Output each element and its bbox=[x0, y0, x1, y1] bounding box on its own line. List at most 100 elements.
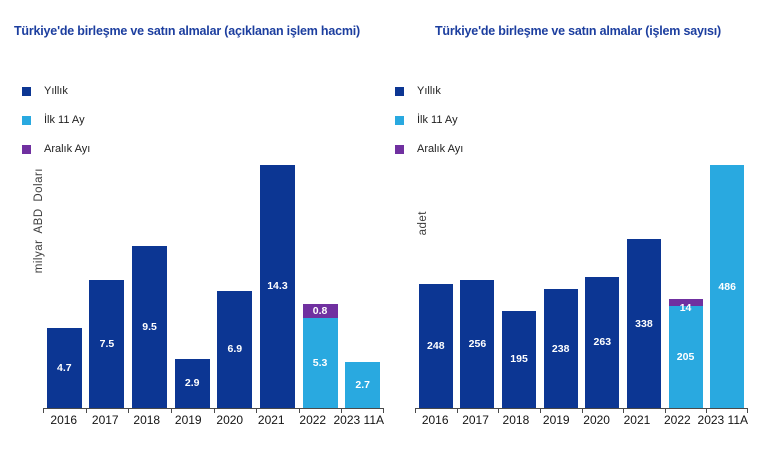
bar-segment: 338 bbox=[626, 239, 661, 408]
bar-value-label: 5.3 bbox=[312, 356, 328, 369]
axis-tick bbox=[706, 409, 708, 413]
bar: 5.3 0.8 bbox=[302, 304, 338, 408]
legend-item: Aralık Ayı bbox=[22, 142, 90, 156]
x-axis-labels: 2016 2017 2018 2019 2020 2021 2022 2023 11A bbox=[43, 413, 384, 427]
bar-value-label: 0.8 bbox=[312, 305, 328, 318]
bar: 238 bbox=[543, 289, 578, 408]
bar-value-label: 338 bbox=[635, 317, 653, 330]
bar-cell: 5.3 0.8 bbox=[299, 158, 342, 408]
bar-value-label: 256 bbox=[468, 338, 487, 350]
x-axis-label: 2023 11A bbox=[333, 413, 385, 427]
bar-value-label: 248 bbox=[427, 340, 445, 352]
bar: 7.5 bbox=[89, 280, 125, 408]
legend-item: İlk 11 Ay bbox=[22, 113, 90, 127]
x-axis-label: 2019 bbox=[542, 413, 570, 427]
bar: 9.5 bbox=[132, 246, 168, 408]
bar-segment: 205 bbox=[668, 305, 703, 408]
bar-value-label: 205 bbox=[676, 350, 695, 363]
x-axis-label: 2018 bbox=[133, 413, 161, 427]
legend-label: İlk 11 Ay bbox=[417, 114, 458, 126]
x-axis-label: 2017 bbox=[462, 413, 489, 427]
chart-title-volume: Türkiye'de birleşme ve satın almalar (aç… bbox=[14, 24, 361, 38]
bar-cell: 6.9 bbox=[214, 158, 257, 408]
legend-swatch-icon bbox=[22, 86, 31, 96]
axis-tick bbox=[298, 409, 300, 413]
bar-cell: 263 bbox=[582, 158, 624, 408]
bar-segment: 486 bbox=[710, 165, 745, 408]
bar: 263 bbox=[585, 276, 620, 408]
legend-item: İlk 11 Ay bbox=[395, 113, 463, 127]
legend-label: Aralık Ayı bbox=[44, 143, 91, 155]
axis-tick bbox=[581, 409, 583, 413]
bar-value-label: 486 bbox=[718, 280, 736, 293]
bar-cell: 486 bbox=[706, 158, 748, 408]
bar-cell: 7.5 bbox=[86, 158, 129, 408]
legend: Yıllık İlk 11 Ay Aralık Ayı bbox=[395, 84, 463, 156]
bar-cell: 248 bbox=[415, 158, 457, 408]
bar-cell: 9.5 bbox=[128, 158, 171, 408]
axis-tick bbox=[664, 409, 666, 413]
axis-tick bbox=[128, 409, 130, 413]
x-axis-label: 2021 bbox=[257, 413, 285, 427]
bar-segment: 5.3 bbox=[302, 317, 338, 408]
legend-item: Yıllık bbox=[395, 84, 463, 98]
bar-value-label: 9.5 bbox=[142, 321, 157, 334]
bar-segment: 195 bbox=[502, 310, 537, 408]
legend-item: Yıllık bbox=[22, 84, 90, 98]
x-axis-label: 2019 bbox=[174, 413, 202, 427]
axis-tick bbox=[747, 409, 748, 413]
bar-cell: 238 bbox=[540, 158, 582, 408]
bar: 195 bbox=[502, 310, 537, 408]
axis-tick bbox=[341, 409, 343, 413]
bar-segment: 14.3 bbox=[259, 164, 295, 408]
bar-value-label: 2.7 bbox=[355, 379, 370, 392]
bar-segment: 7.5 bbox=[89, 280, 125, 408]
chart-title-count: Türkiye'de birleşme ve satın almalar (iş… bbox=[435, 24, 721, 38]
legend-label: İlk 11 Ay bbox=[44, 114, 85, 126]
plot-area: 248 256 195 238 263 338 205 14 486 bbox=[415, 158, 748, 409]
legend-swatch-icon bbox=[395, 115, 404, 125]
bar-value-label: 14.3 bbox=[267, 280, 288, 293]
axis-tick bbox=[498, 409, 500, 413]
bar-cell: 205 14 bbox=[665, 158, 707, 408]
axis-tick bbox=[85, 409, 87, 413]
x-axis-label: 2020 bbox=[583, 413, 610, 427]
legend-label: Yıllık bbox=[417, 85, 441, 97]
legend: Yıllık İlk 11 Ay Aralık Ayı bbox=[22, 84, 90, 156]
bar: 2.9 bbox=[174, 358, 210, 408]
bar-segment: 9.5 bbox=[132, 246, 168, 408]
legend-swatch-icon bbox=[395, 86, 404, 96]
bar-cell: 195 bbox=[498, 158, 540, 408]
bar-segment: 256 bbox=[460, 280, 495, 408]
bar-value-label: 6.9 bbox=[227, 343, 243, 356]
axis-tick bbox=[415, 409, 416, 413]
bar-segment: 0.8 bbox=[302, 304, 338, 318]
bar: 486 bbox=[710, 165, 745, 408]
bar-value-label: 238 bbox=[551, 342, 570, 355]
bar-cell: 256 bbox=[457, 158, 499, 408]
x-axis-label: 2016 bbox=[50, 413, 78, 427]
bar-value-label: 14 bbox=[679, 302, 692, 314]
bar: 256 bbox=[460, 280, 495, 408]
axis-tick bbox=[623, 409, 625, 413]
axis-tick bbox=[256, 409, 258, 413]
legend-swatch-icon bbox=[395, 144, 404, 154]
axis-tick bbox=[383, 409, 384, 413]
bar-segment: 2.9 bbox=[174, 358, 210, 408]
deal-volume-chart-panel: Türkiye'de birleşme ve satın almalar (aç… bbox=[14, 24, 384, 427]
legend-item: Aralık Ayı bbox=[395, 142, 463, 156]
bar-segment: 263 bbox=[585, 276, 620, 408]
bar-value-label: 4.7 bbox=[57, 362, 72, 375]
x-axis-label: 2020 bbox=[216, 413, 244, 427]
bar: 205 14 bbox=[668, 298, 703, 408]
x-axis-label: 2017 bbox=[91, 413, 119, 427]
x-axis-label: 2016 bbox=[421, 413, 449, 427]
axis-tick bbox=[43, 409, 44, 413]
bar-segment: 6.9 bbox=[217, 290, 253, 408]
bar-cell: 2.9 bbox=[171, 158, 214, 408]
bar-cell: 338 bbox=[623, 158, 665, 408]
x-axis-label: 2022 bbox=[299, 413, 327, 427]
bar-cell: 4.7 bbox=[43, 158, 86, 408]
bar-value-label: 2.9 bbox=[184, 377, 200, 390]
